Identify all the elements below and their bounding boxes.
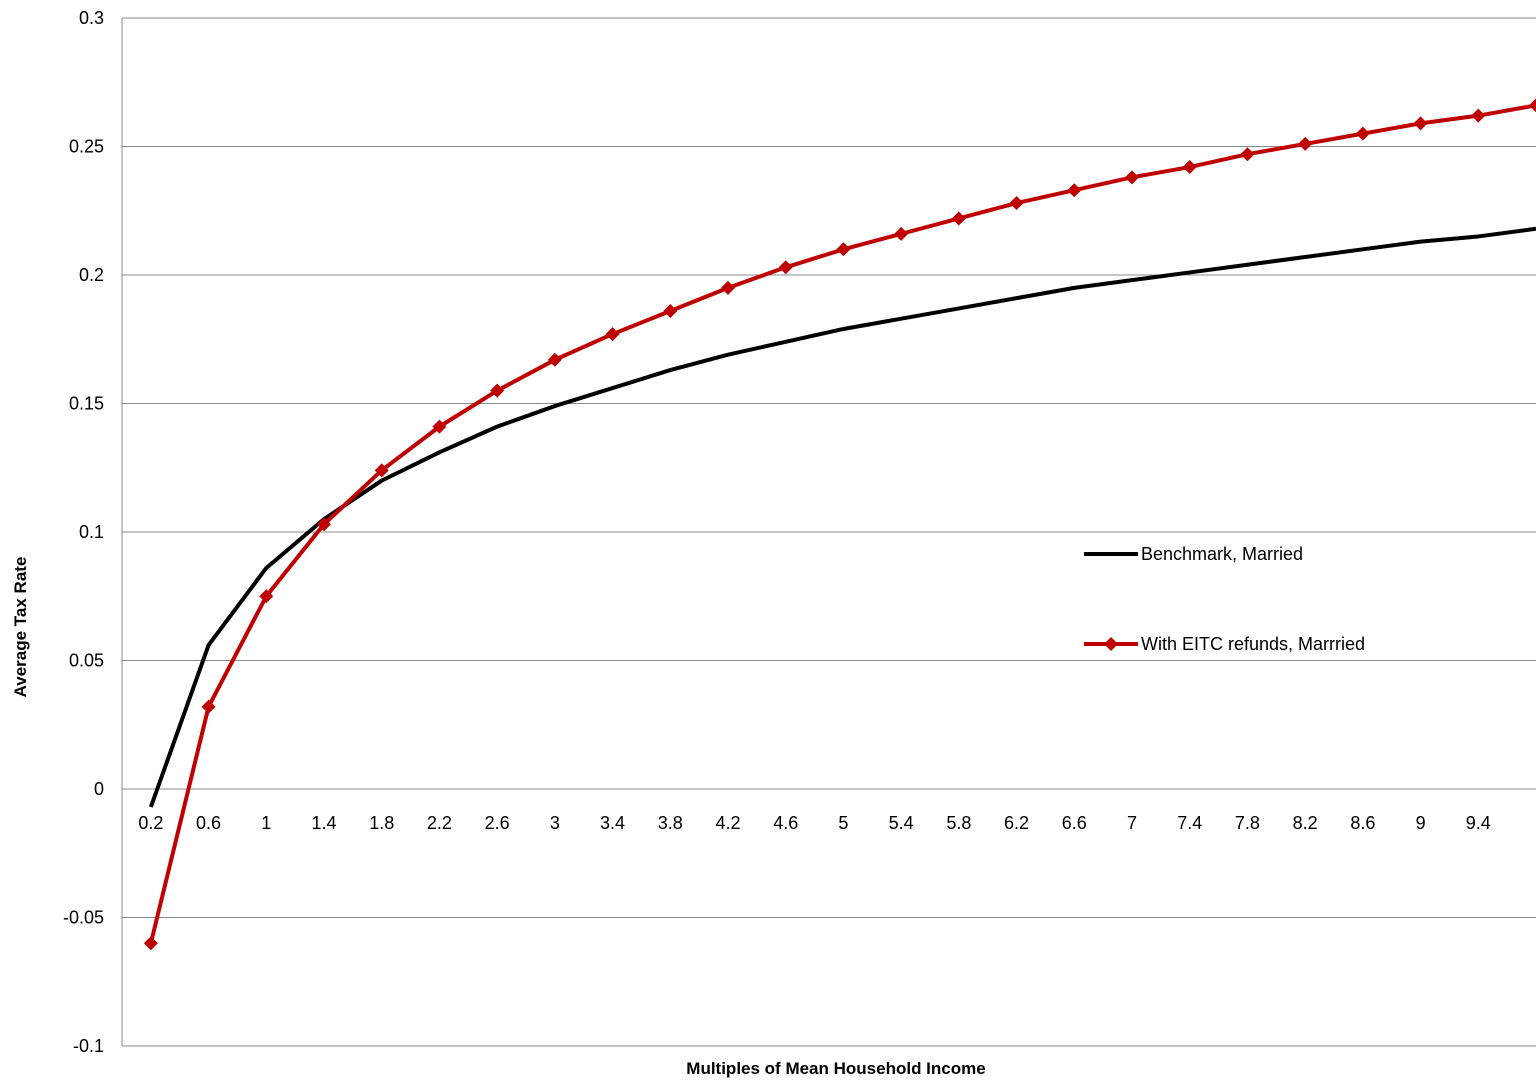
x-tick-label: 5: [838, 813, 848, 833]
legend-item: With EITC refunds, Marrried: [1084, 634, 1365, 654]
legend-label: Benchmark, Married: [1141, 544, 1303, 564]
data-point-marker: [721, 280, 735, 295]
x-tick-label: 6.2: [1004, 813, 1029, 833]
x-tick-label: 4.2: [715, 813, 740, 833]
data-point-marker: [663, 303, 678, 318]
x-tick-label: 9: [1416, 813, 1426, 833]
y-tick-label: 0.2: [79, 265, 104, 285]
data-point-marker: [951, 211, 966, 226]
x-tick-label: 5.4: [889, 813, 914, 833]
legend-marker: [1104, 637, 1118, 651]
x-axis-label: Multiples of Mean Household Income: [686, 1059, 985, 1078]
x-tick-label: 2.2: [427, 813, 452, 833]
x-tick-label: 1.8: [369, 813, 394, 833]
legend-item: Benchmark, Married: [1084, 544, 1303, 564]
series-lines: [143, 98, 1536, 951]
y-tick-label: -0.1: [73, 1036, 104, 1056]
axes: [121, 18, 1536, 1047]
data-point-marker: [259, 589, 274, 604]
data-point-marker: [1298, 136, 1313, 151]
x-tick-label: 0.6: [196, 813, 221, 833]
data-point-marker: [1182, 160, 1197, 175]
y-tick-label: 0.15: [69, 394, 104, 414]
data-point-marker: [1009, 196, 1024, 211]
gridlines: [122, 17, 1536, 918]
data-point-marker: [894, 226, 909, 241]
data-point-marker: [778, 260, 793, 275]
y-tick-label: 0.3: [79, 8, 104, 28]
data-point-marker: [201, 699, 216, 714]
x-tick-label: 3: [550, 813, 560, 833]
x-tick-label: 8.2: [1293, 813, 1318, 833]
series-line: [148, 226, 1536, 808]
x-tick-label: 2.6: [485, 813, 510, 833]
data-point-marker: [605, 327, 620, 342]
data-point-marker: [1355, 126, 1370, 141]
x-tick-label: 7.4: [1177, 813, 1202, 833]
series-1: [148, 226, 1536, 808]
x-tick-label: 7: [1127, 813, 1137, 833]
data-point-marker: [1067, 183, 1082, 198]
data-point-marker: [143, 936, 158, 951]
x-tick-label: 7.8: [1235, 813, 1260, 833]
x-tick-label: 3.4: [600, 813, 625, 833]
x-tick-label: 5.8: [946, 813, 971, 833]
data-point-marker: [1125, 170, 1139, 185]
x-tick-label: 1.4: [311, 813, 336, 833]
data-point-marker: [1471, 108, 1486, 123]
data-point-marker: [1529, 98, 1536, 113]
data-point-marker: [374, 463, 389, 478]
y-tick-label: -0.05: [63, 908, 104, 928]
series-2: [143, 98, 1536, 951]
data-point-marker: [836, 242, 851, 257]
y-axis-label: Average Tax Rate: [11, 557, 30, 698]
x-tick-label: 3.8: [658, 813, 683, 833]
legend-label: With EITC refunds, Marrried: [1141, 634, 1365, 654]
y-tick-label: 0: [94, 779, 104, 799]
x-tick-label: 4.6: [773, 813, 798, 833]
x-tick-label: 1: [261, 813, 271, 833]
x-tick-label: 0.2: [138, 813, 163, 833]
data-point-marker: [1413, 116, 1428, 131]
y-tick-label: 0.1: [79, 522, 104, 542]
x-tick-labels: 0.2 0.6 1 1.4 1.8 2.2 2.6 3 3.4 3.8 4.2 4.6 5 5.4 5.8 6…: [138, 813, 1490, 833]
data-point-marker: [317, 517, 331, 532]
data-point-marker: [547, 352, 562, 367]
data-point-marker: [490, 383, 505, 398]
x-tick-label: 9.4: [1466, 813, 1491, 833]
data-point-marker: [1240, 147, 1255, 162]
data-point-marker: [432, 419, 447, 434]
x-tick-label: 8.6: [1350, 813, 1375, 833]
y-tick-label: 0.05: [69, 651, 104, 671]
y-tick-labels: 0.3 0.25 0.2 0.15 0.1 0.05 0 -0.05 -0.1: [63, 8, 104, 1056]
legend: Benchmark, Married With EITC refunds, Mar…: [1084, 544, 1365, 654]
x-tick-label: 6.6: [1062, 813, 1087, 833]
y-tick-label: 0.25: [69, 137, 104, 157]
